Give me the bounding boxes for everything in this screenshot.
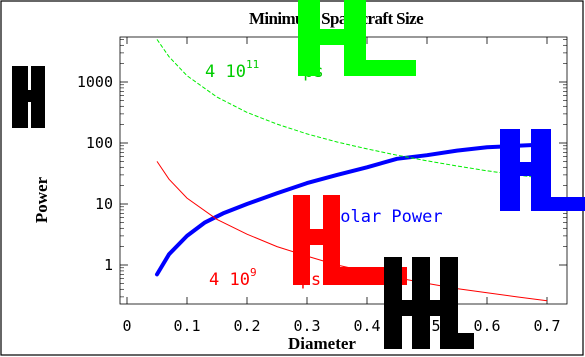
overlay-mark-black-bottom (384, 257, 474, 349)
overlay-mark-black-left (12, 66, 45, 128)
x-tick-label: 0.2 (233, 317, 260, 335)
y-tick-label: 1000 (77, 73, 113, 91)
overlay-mark-blue (500, 129, 585, 211)
annotation-solar-power: Solar Power (330, 207, 443, 227)
y-tick-label: 1 (104, 256, 113, 274)
x-tick-label: 0 (122, 317, 131, 335)
x-tick-label: 0.6 (473, 317, 500, 335)
x-tick-label: 0.7 (533, 317, 560, 335)
overlay-mark-green (298, 0, 416, 76)
y-tick-label: 10 (95, 195, 113, 213)
x-axis-label: Diameter (288, 334, 356, 353)
y-tick-label: 100 (86, 134, 113, 152)
series-line-0 (155, 142, 549, 277)
series-line-1 (156, 39, 548, 180)
x-tick-label: 0.4 (353, 317, 380, 335)
x-tick-label: 0.1 (173, 317, 200, 335)
overlay-mark-red (293, 195, 407, 285)
y-axis-label: Power (32, 176, 51, 223)
chart-title: Minimum Spacecraft Size (249, 9, 424, 28)
x-tick-label: 0.3 (293, 317, 320, 335)
